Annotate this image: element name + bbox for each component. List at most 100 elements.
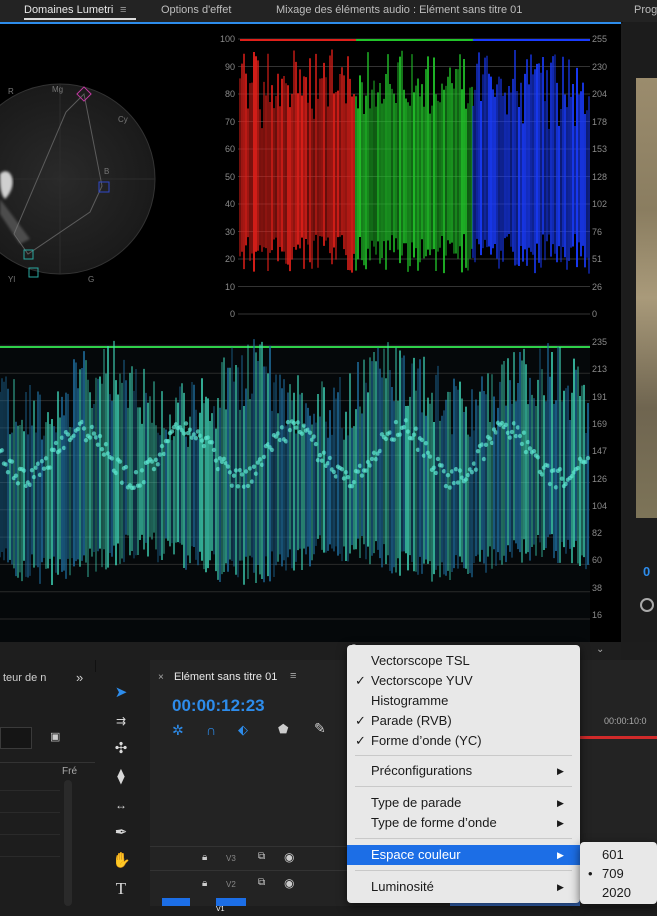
menu-item[interactable]: Préconfigurations ▶: [347, 761, 580, 781]
waveform-band: [445, 472, 451, 478]
menu-item[interactable]: Espace couleur ▶: [347, 845, 580, 865]
program-monitor-video-frame: [636, 78, 657, 518]
track-visibility-eye-icon[interactable]: ◉: [284, 876, 295, 890]
waveform-band: [21, 468, 27, 473]
panel-overflow-icon[interactable]: »: [76, 670, 84, 685]
waveform-band: [261, 454, 267, 460]
menu-item-label: Préconfigurations: [371, 763, 473, 778]
track-sync-icon[interactable]: ⧉: [258, 851, 266, 862]
vectorscope-label-mg: Mg: [52, 85, 63, 94]
snap-magnet-icon[interactable]: ∩: [206, 722, 217, 738]
waveform-band: [209, 440, 215, 445]
scale-tick-label: 16: [592, 610, 603, 620]
color-space-submenu: 601 • 709 2020: [580, 842, 657, 904]
linked-selection-icon[interactable]: ⬖: [238, 722, 248, 737]
slip-tool-icon[interactable]: ↔: [115, 798, 127, 812]
project-column-header[interactable]: Fré: [62, 766, 77, 777]
waveform-band: [39, 459, 45, 464]
menu-item[interactable]: Luminosité ▶: [347, 877, 580, 897]
project-search-input[interactable]: [0, 727, 32, 749]
track-visibility-eye-icon[interactable]: ◉: [284, 850, 295, 864]
menu-item-label: Histogramme: [371, 693, 449, 708]
track-label-v2: V2: [226, 880, 236, 889]
close-tab-icon[interactable]: ×: [158, 672, 164, 683]
track-sync-icon[interactable]: ⧉: [258, 877, 266, 888]
waveform-band: [355, 469, 361, 474]
vectorscope-label-g: G: [88, 275, 94, 284]
menu-item[interactable]: Type de forme d’onde ▶: [347, 813, 580, 833]
scale-tick-label: 230: [592, 61, 608, 72]
project-scrollbar[interactable]: [64, 780, 72, 906]
scale-tick-label: 178: [592, 116, 608, 127]
menu-item[interactable]: Vectorscope TSL: [347, 651, 580, 671]
submenu-item[interactable]: 601: [580, 846, 657, 864]
hand-tool-icon[interactable]: ✋: [112, 852, 131, 869]
panel-menu-icon[interactable]: ≡: [120, 4, 127, 16]
program-timecode: 0: [643, 564, 651, 579]
project-panel-title[interactable]: teur de n: [3, 672, 47, 684]
work-area-bar[interactable]: [580, 736, 657, 739]
waveform-band: [81, 426, 87, 431]
scale-tick-label: 153: [592, 144, 608, 154]
ripple-edit-tool-icon[interactable]: ✣: [114, 740, 128, 757]
menu-item[interactable]: Type de parade ▶: [347, 793, 580, 813]
add-marker-icon[interactable]: ⬟: [278, 722, 289, 736]
menu-item[interactable]: Histogramme: [347, 691, 580, 711]
waveform-band: [169, 429, 175, 434]
scale-tick-label: 50: [224, 171, 235, 182]
waveform-band: [473, 467, 479, 472]
timeline-timecode[interactable]: 00:00:12:23: [172, 696, 265, 715]
submenu-item[interactable]: 2020: [580, 884, 657, 902]
waveform-band: [131, 485, 137, 490]
razor-tool-icon[interactable]: ⧫: [117, 768, 125, 785]
waveform-band: [65, 432, 71, 437]
playhead-position-icon[interactable]: [640, 598, 654, 612]
waveform-band: [447, 485, 453, 490]
video-clip[interactable]: [450, 900, 580, 906]
menu-separator: [355, 870, 572, 871]
track-lock-icon[interactable]: 🔒︎: [202, 878, 208, 889]
rgb-parade: [238, 38, 590, 315]
waveform-band: [235, 484, 241, 489]
waveform-band: [31, 474, 37, 480]
vectorscope-label-b: B: [104, 167, 109, 176]
tab-program-monitor[interactable]: Prog: [634, 4, 657, 16]
project-panel: teur de n » ▣ Fré: [0, 660, 96, 906]
menu-item[interactable]: ✓ Forme d’onde (YC): [347, 731, 580, 751]
waveform-band: [233, 468, 239, 473]
nest-sequence-icon[interactable]: ✲: [172, 722, 184, 738]
waveform-band: [411, 432, 417, 437]
new-bin-icon[interactable]: ▣: [50, 731, 61, 743]
selection-tool-icon[interactable]: ➤: [114, 684, 128, 701]
scale-tick-label: 26: [592, 281, 603, 292]
track-label-v1[interactable]: V1: [216, 898, 246, 913]
waveform-band: [83, 438, 89, 443]
tab-effect-options[interactable]: Options d'effet: [161, 4, 232, 16]
track-target-v1[interactable]: [162, 898, 190, 906]
timeline-tab-title[interactable]: Elément sans titre 01: [174, 671, 278, 683]
track-divider: [150, 846, 430, 847]
menu-item[interactable]: ✓ Vectorscope YUV: [347, 671, 580, 691]
tab-audio-mixer[interactable]: Mixage des éléments audio : Elément sans…: [276, 4, 523, 16]
scopes-dropdown-chevron-icon[interactable]: ⌄: [596, 644, 605, 655]
timeline-menu-icon[interactable]: ≡: [290, 670, 297, 682]
track-lock-icon[interactable]: 🔒︎: [202, 852, 208, 863]
pen-tool-icon[interactable]: ✒: [114, 824, 128, 841]
submenu-item[interactable]: • 709: [580, 865, 657, 883]
type-tool-icon[interactable]: T: [115, 879, 127, 898]
scale-tick-label: 100: [219, 34, 235, 44]
track-select-tool-icon[interactable]: ⇉: [115, 714, 127, 728]
menu-item-label: Luminosité: [371, 879, 434, 894]
waveform-band: [585, 455, 591, 461]
waveform-band: [453, 466, 459, 472]
scale-tick-label: 102: [592, 199, 608, 209]
tab-lumetri-scopes[interactable]: Domaines Lumetri: [24, 4, 114, 16]
waveform-band: [41, 466, 47, 471]
waveform-band: [187, 427, 193, 432]
scale-tick-label: 60: [224, 144, 235, 154]
scale-tick-label: 104: [592, 500, 608, 511]
scale-tick-label: 82: [592, 528, 603, 539]
timeline-settings-wrench-icon[interactable]: ✎: [314, 720, 326, 736]
menu-item[interactable]: ✓ Parade (RVB): [347, 711, 580, 731]
scale-tick-label: 126: [592, 473, 608, 484]
